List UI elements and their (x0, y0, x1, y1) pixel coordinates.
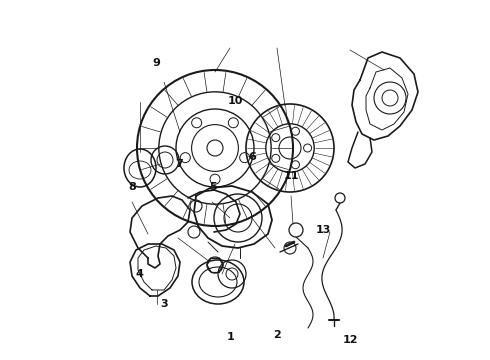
Text: 12: 12 (343, 335, 358, 345)
Text: 1: 1 (226, 332, 234, 342)
Text: 8: 8 (128, 182, 136, 192)
Text: 9: 9 (153, 58, 161, 68)
Text: 2: 2 (273, 330, 281, 340)
Text: 3: 3 (160, 299, 168, 309)
Text: 11: 11 (284, 171, 299, 181)
Text: 13: 13 (316, 225, 331, 235)
Text: 10: 10 (227, 96, 243, 106)
Text: 7: 7 (175, 159, 183, 169)
Text: 5: 5 (209, 182, 217, 192)
Text: 6: 6 (248, 152, 256, 162)
Text: 4: 4 (136, 269, 144, 279)
